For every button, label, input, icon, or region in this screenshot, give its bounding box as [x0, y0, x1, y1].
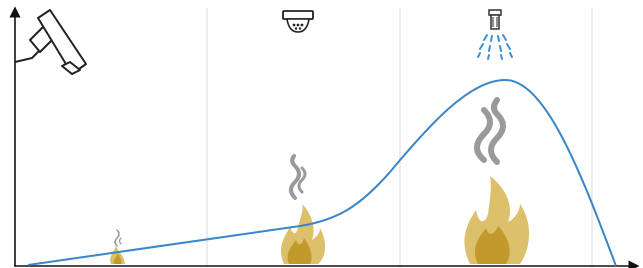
flame-large [464, 176, 529, 264]
stage-dividers [207, 8, 592, 265]
sprinkler-icon [478, 10, 512, 59]
diagram [0, 0, 643, 268]
flame-small [110, 246, 125, 264]
camera-icon [15, 10, 86, 74]
flame-medium [281, 204, 325, 264]
smoke-detector-icon [283, 11, 313, 32]
page: Fire growth diagram {} html, body { marg… [0, 0, 643, 268]
body [0, 0, 643, 268]
